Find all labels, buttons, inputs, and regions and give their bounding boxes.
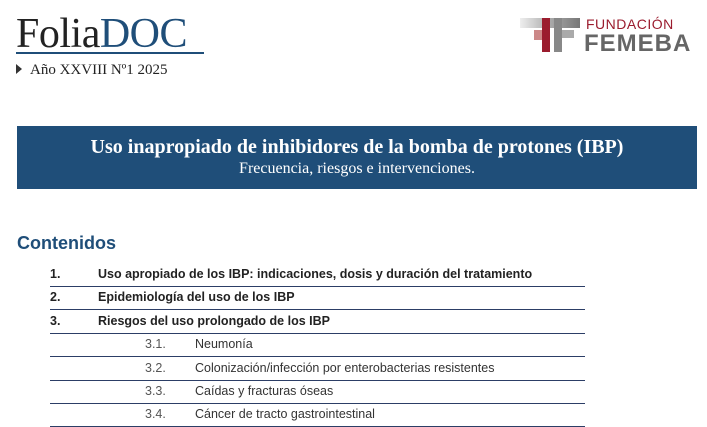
logo-underline (16, 52, 204, 54)
toc-item[interactable]: 3. Riesgos del uso prolongado de los IBP (50, 310, 585, 334)
toc-item-number: 3. (50, 313, 61, 328)
toc-item[interactable]: 3.2. Colonización/infección por enterobac… (50, 357, 585, 381)
femeba-logo: FUNDACIÓN FEMEBA (520, 16, 700, 57)
toc-item-label: Colonización/infección por enterobacteri… (195, 360, 495, 375)
toc-item-label: Cáncer de tracto gastrointestinal (195, 407, 375, 422)
toc-item-number: 3.2. (145, 360, 166, 375)
toc-item-label: Riesgos del uso prolongado de los IBP (98, 313, 330, 328)
toc-item-number: 3.3. (145, 384, 166, 398)
toc-item[interactable]: 3.1. Neumonía (50, 333, 585, 358)
document-subtitle: Frecuencia, riesgos e intervenciones. (239, 160, 475, 177)
title-banner: Uso inapropiado de inhibidores de la bom… (17, 126, 697, 189)
toc-item-label: Caídas y fracturas óseas (195, 384, 334, 398)
toc-item-label: Epidemiología del uso de los IBP (98, 290, 295, 305)
toc-item[interactable]: 1. Uso apropiado de los IBP: indicaciones… (50, 263, 585, 287)
foliadoc-logo: FoliaDOC (16, 11, 188, 57)
contents-heading: Contenidos (17, 233, 116, 253)
toc-item[interactable]: 2. Epidemiología del uso de los IBP (50, 286, 585, 311)
document-title: Uso inapropiado de inhibidores de la bom… (90, 136, 624, 158)
toc-item-number: 2. (50, 290, 61, 305)
triangle-right-icon (16, 64, 22, 74)
toc-item[interactable]: 3.4. Cáncer de tracto gastrointestinal (50, 403, 585, 427)
femeba-mark-icon (520, 18, 580, 52)
toc-item[interactable]: 3.3. Caídas y fracturas óseas (50, 380, 585, 404)
toc-item-label: Neumonía (195, 337, 253, 352)
toc-item-number: 1. (50, 267, 61, 281)
toc-item-number: 3.1. (145, 337, 166, 352)
toc-item-label: Uso apropiado de los IBP: indicaciones, … (98, 267, 533, 281)
toc-item-number: 3.4. (145, 407, 166, 422)
issue-info: Año XXVIII Nº1 2025 (16, 62, 168, 79)
